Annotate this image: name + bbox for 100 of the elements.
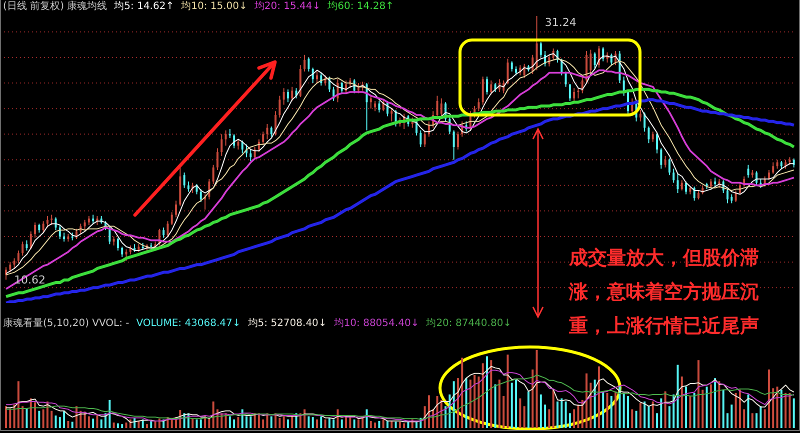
bar	[494, 384, 496, 428]
bar	[506, 354, 509, 428]
bar	[652, 401, 654, 428]
candlestick	[212, 164, 214, 185]
bar	[270, 416, 272, 428]
candlestick	[270, 126, 272, 138]
candlestick	[540, 42, 542, 58]
candlestick	[9, 262, 12, 273]
candlestick	[644, 112, 646, 132]
bar	[764, 409, 766, 428]
bar	[192, 418, 194, 428]
candlestick	[13, 258, 16, 269]
bar	[747, 394, 750, 428]
bar	[586, 373, 588, 428]
bar	[614, 391, 617, 428]
bar	[54, 416, 57, 428]
bar	[390, 420, 393, 428]
candlestick	[685, 181, 688, 195]
bar	[784, 392, 787, 428]
bar	[680, 376, 683, 428]
bar	[743, 409, 746, 428]
bar	[792, 398, 795, 428]
candlestick	[452, 130, 455, 160]
bar	[200, 419, 202, 428]
bar	[461, 358, 464, 428]
bar	[710, 384, 712, 428]
bar	[308, 416, 310, 428]
bar	[357, 419, 360, 428]
bar	[278, 418, 281, 428]
bar	[738, 390, 741, 428]
bar	[4, 406, 7, 428]
bar	[718, 381, 720, 428]
bar	[788, 392, 791, 428]
bar	[374, 422, 376, 428]
bar	[556, 401, 558, 428]
bar	[237, 417, 240, 428]
bar	[474, 374, 476, 428]
bar	[121, 424, 124, 428]
bar	[730, 404, 733, 428]
candlestick	[370, 95, 372, 110]
bar	[138, 420, 140, 428]
bar	[291, 416, 294, 428]
candlestick	[478, 98, 480, 112]
bar	[108, 400, 111, 428]
candlestick	[482, 76, 484, 106]
candlestick	[200, 188, 202, 202]
candlestick	[278, 95, 281, 118]
bar	[639, 403, 642, 428]
annotation: 31.24	[544, 16, 576, 29]
candlestick	[50, 214, 53, 226]
bar	[594, 380, 596, 428]
bar	[515, 380, 518, 428]
bar	[780, 390, 782, 428]
bar	[490, 360, 492, 428]
candlestick	[108, 226, 111, 245]
candlestick	[308, 56, 310, 72]
candlestick	[26, 240, 28, 252]
bar	[312, 417, 314, 428]
bar	[610, 396, 612, 428]
bar	[544, 404, 546, 428]
bar	[448, 394, 451, 428]
bar	[772, 388, 774, 428]
bar	[702, 390, 704, 428]
bar	[510, 382, 513, 428]
candlestick	[424, 131, 426, 148]
candlestick	[440, 98, 442, 117]
candlestick	[166, 220, 169, 237]
bar	[676, 364, 679, 428]
candlestick	[170, 212, 173, 226]
bar	[50, 410, 53, 428]
bar	[146, 424, 148, 428]
candlestick	[262, 131, 264, 145]
bar	[560, 398, 563, 428]
bar	[714, 378, 716, 428]
bar	[760, 406, 762, 428]
bar	[286, 419, 289, 428]
candlestick	[734, 190, 737, 202]
candlestick	[291, 86, 294, 102]
candlestick	[162, 227, 165, 238]
bar	[332, 419, 335, 428]
bar	[706, 386, 708, 428]
bar	[349, 417, 352, 428]
bar	[22, 406, 24, 428]
candlestick	[726, 188, 729, 204]
bar	[282, 416, 285, 428]
bar	[568, 413, 571, 428]
bar	[577, 404, 580, 428]
bar	[154, 420, 156, 428]
bar	[324, 419, 326, 428]
bar	[67, 420, 70, 428]
bar	[602, 392, 604, 428]
candlestick	[30, 230, 32, 250]
candlestick	[490, 80, 492, 96]
bar	[478, 376, 480, 428]
candlestick	[175, 200, 178, 218]
candlestick	[237, 138, 240, 150]
bar	[228, 416, 231, 428]
candlestick	[772, 162, 774, 174]
candlestick	[4, 266, 7, 280]
candlestick	[660, 148, 662, 170]
